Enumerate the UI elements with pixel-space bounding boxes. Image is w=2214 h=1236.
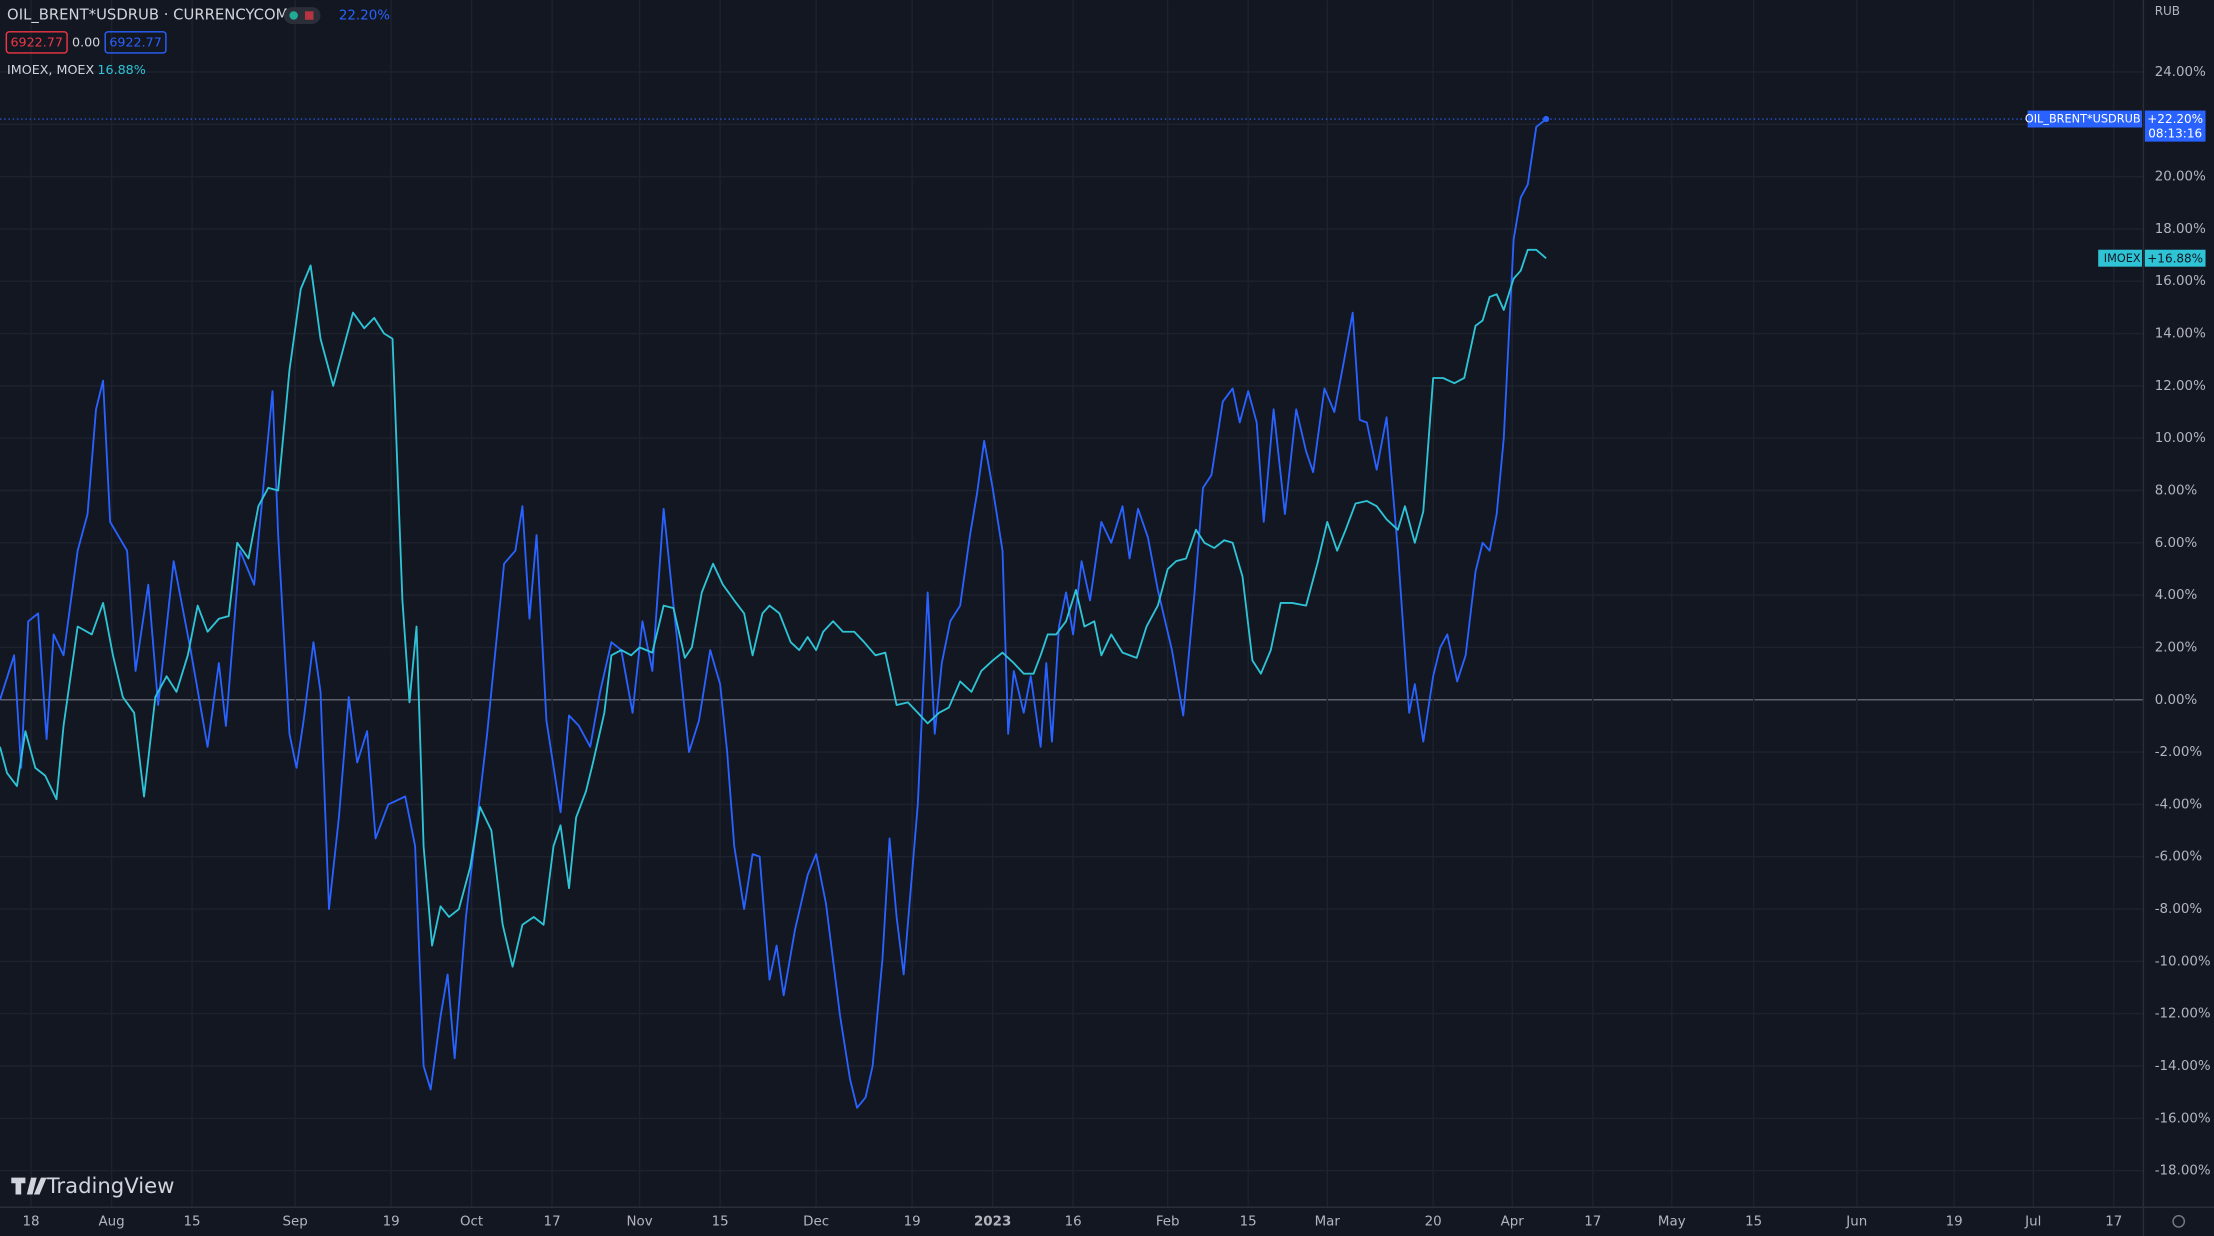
grid (0, 0, 2144, 1208)
x-tick-label: 15 (1745, 1214, 1762, 1229)
x-tick-label: 19 (383, 1214, 400, 1229)
y-tick-label: -18.00% (2155, 1164, 2211, 1179)
compare-change: 16.88% (97, 62, 145, 77)
last-point (1543, 115, 1550, 123)
x-tick-label: Sep (282, 1214, 307, 1229)
compare-symbol: IMOEX, MOEX (7, 62, 94, 77)
series-line (0, 118, 1547, 1109)
y-tick-label: 14.00% (2155, 327, 2206, 342)
market-open-dot (289, 11, 298, 20)
brand-name: TradingView (46, 1173, 175, 1198)
countdown-label: 08:13:16 (2148, 126, 2202, 140)
y-tick-label: 0.00% (2155, 693, 2198, 708)
y-tick-label: 18.00% (2155, 222, 2206, 237)
series-name-label: IMOEX (2104, 252, 2141, 265)
y-tick-label: 12.00% (2155, 379, 2206, 394)
y-tick-label: -2.00% (2155, 745, 2202, 760)
ask-price[interactable]: 6922.77 (109, 35, 161, 50)
x-tick-label: 15 (1240, 1214, 1257, 1229)
series-name-label: OIL_BRENT*USDRUB (2025, 113, 2141, 126)
price-label: +22.20% (2147, 112, 2203, 126)
y-tick-label: 4.00% (2155, 588, 2198, 603)
x-tick-label: Oct (460, 1214, 483, 1229)
symbol-title: OIL_BRENT*USDRUB · CURRENCYCOM (7, 7, 288, 24)
y-tick-label: -14.00% (2155, 1059, 2211, 1074)
x-tick-label: 19 (1946, 1214, 1963, 1229)
x-tick-label: Nov (627, 1214, 653, 1229)
x-tick-label: May (1658, 1214, 1686, 1229)
price-label-box (2144, 110, 2206, 142)
x-tick-label: 15 (183, 1214, 200, 1229)
y-tick-label: 8.00% (2155, 483, 2198, 498)
y-tick-label: -16.00% (2155, 1111, 2211, 1126)
x-tick-label: 18 (23, 1214, 40, 1229)
x-tick-label: 20 (1425, 1214, 1442, 1229)
ask-box[interactable] (104, 31, 167, 54)
logo-icon (11, 1177, 47, 1195)
status-icon (304, 11, 314, 20)
spread: 0.00 (72, 35, 100, 50)
series-name-tag (2027, 110, 2142, 128)
y-tick-label: -4.00% (2155, 797, 2202, 812)
x-tick-label: 2023 (974, 1214, 1011, 1229)
x-tick-label: Feb (1156, 1214, 1180, 1229)
series-line (0, 248, 1547, 968)
x-tick-label: 17 (544, 1214, 561, 1229)
x-tick-label: 16 (1065, 1214, 1082, 1229)
y-tick-label: -10.00% (2155, 954, 2211, 969)
x-tick-label: Jun (1845, 1214, 1867, 1229)
x-tick-label: 17 (1584, 1214, 1601, 1229)
x-tick-label: Apr (1501, 1214, 1525, 1229)
y-tick-label: 16.00% (2155, 274, 2206, 289)
y-tick-label: -6.00% (2155, 850, 2202, 865)
x-tick-label: Jul (2024, 1214, 2041, 1229)
price-label: +16.88% (2147, 251, 2203, 265)
currency-label: RUB (2155, 4, 2180, 18)
bid-price[interactable]: 6922.77 (10, 35, 62, 50)
x-tick-label: 15 (712, 1214, 729, 1229)
price-label-box (2144, 249, 2206, 267)
bid-box[interactable] (5, 31, 68, 54)
x-tick-label: Aug (98, 1214, 124, 1229)
brand-logo: TradingView (11, 1173, 174, 1198)
x-tick-label: 17 (2105, 1214, 2122, 1229)
series-name-tag (2098, 249, 2142, 267)
x-tick-label: Mar (1315, 1214, 1341, 1229)
y-tick-label: -8.00% (2155, 902, 2202, 917)
settings-icon[interactable] (2172, 1215, 2186, 1228)
y-tick-label: 2.00% (2155, 640, 2198, 655)
y-tick-label: 20.00% (2155, 170, 2206, 185)
header-change: 22.20% (339, 9, 390, 24)
status-badge (283, 7, 321, 25)
y-tick-label: -12.00% (2155, 1007, 2211, 1022)
y-tick-label: 24.00% (2155, 65, 2206, 80)
y-tick-label: 10.00% (2155, 431, 2206, 446)
y-tick-label: 6.00% (2155, 536, 2198, 551)
x-tick-label: Dec (803, 1214, 829, 1229)
x-tick-label: 19 (904, 1214, 921, 1229)
